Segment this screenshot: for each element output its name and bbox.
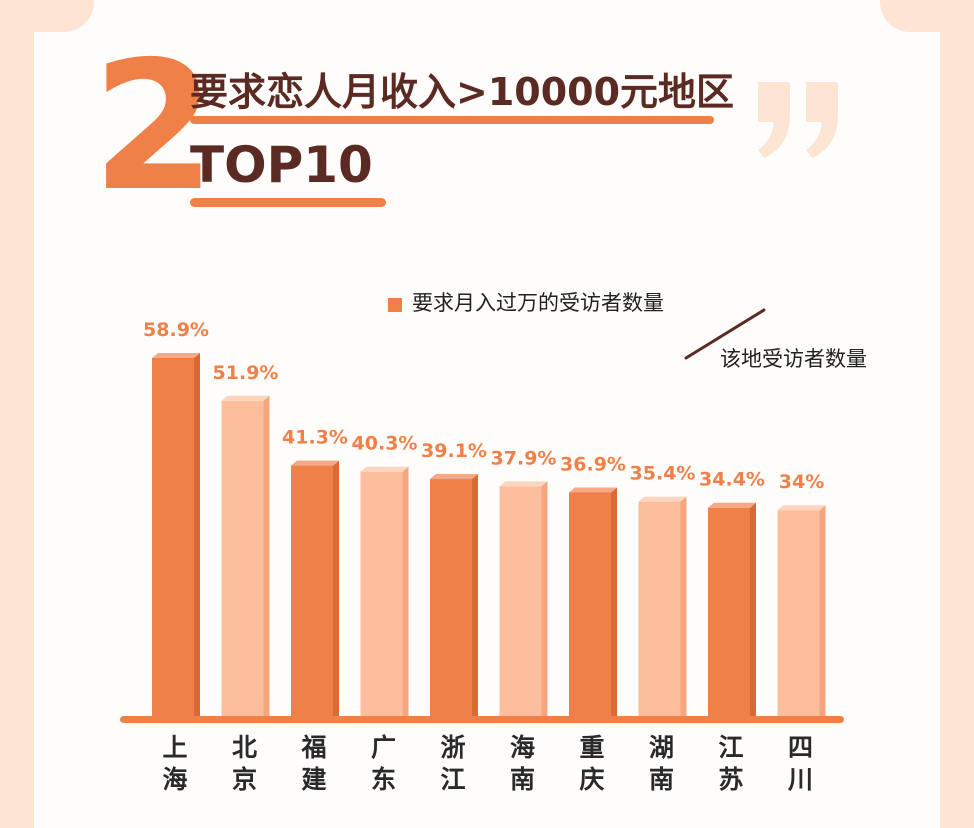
bar-side <box>194 353 200 716</box>
bar-2 <box>291 460 339 716</box>
bar-front <box>152 358 194 716</box>
chart-baseline <box>120 716 844 723</box>
bar-front <box>360 471 403 716</box>
bar-value-label: 51.9% <box>213 362 279 384</box>
category-label: 庆 <box>579 765 604 794</box>
bar-value-label: 34.4% <box>699 469 765 491</box>
category-label: 北 <box>232 733 257 762</box>
bar-cap <box>291 460 339 466</box>
bar-side <box>472 474 478 716</box>
bar-front <box>777 510 820 716</box>
bar-value-label: 37.9% <box>491 447 557 469</box>
bar-side <box>611 487 617 716</box>
bar-value-label: 58.9% <box>143 319 209 341</box>
subtitle-underline <box>190 198 386 207</box>
category-label: 四 <box>788 733 813 762</box>
title-underline <box>190 116 714 124</box>
category-label: 湖 <box>649 733 674 762</box>
bar-side <box>819 505 826 716</box>
bar-value-label: 34% <box>779 471 824 493</box>
bar-front <box>499 486 542 716</box>
bar-cap <box>777 505 826 511</box>
bar-side <box>750 502 756 716</box>
bar-8 <box>708 502 756 716</box>
bar-front <box>708 507 750 716</box>
bar-front <box>569 492 611 716</box>
category-label: 南 <box>510 765 535 794</box>
category-label: 广 <box>371 733 396 762</box>
bar-7 <box>638 496 687 716</box>
category-label: 苏 <box>718 765 743 794</box>
bar-cap <box>499 481 548 487</box>
bar-cap <box>638 496 687 502</box>
category-label: 东 <box>371 765 396 794</box>
category-label: 海 <box>162 765 187 794</box>
legend-entry-1: 要求月入过万的受访者数量 <box>412 291 664 315</box>
category-label: 重 <box>579 733 604 762</box>
bar-9 <box>777 505 826 716</box>
bar-0 <box>152 353 200 716</box>
bar-side <box>333 460 339 716</box>
bar-front <box>638 501 681 716</box>
bar-side <box>680 496 687 716</box>
category-label: 南 <box>649 765 674 794</box>
bar-cap <box>360 466 409 472</box>
bar-6 <box>569 487 617 716</box>
category-label: 建 <box>301 765 326 794</box>
bar-value-label: 40.3% <box>352 433 418 455</box>
bar-front <box>430 479 472 716</box>
bar-cap <box>430 474 478 480</box>
bar-side <box>541 481 548 716</box>
page-title: 要求恋人月收入>10000元地区 <box>190 70 735 114</box>
legend-swatch-icon <box>388 298 402 312</box>
bar-cap <box>708 502 756 508</box>
quote-mark-icon <box>758 82 838 158</box>
bar-front <box>221 400 264 716</box>
bar-side <box>263 395 270 716</box>
category-label: 海 <box>510 733 535 762</box>
bar-cap <box>221 395 270 401</box>
bar-cap <box>569 487 617 493</box>
page-subtitle: TOP10 <box>190 136 373 194</box>
category-label: 京 <box>232 765 257 794</box>
legend-entry-2: 该地受访者数量 <box>720 347 867 371</box>
section-number: 2 <box>92 23 216 230</box>
category-label: 川 <box>788 765 813 794</box>
category-label: 浙 <box>440 733 465 762</box>
bar-4 <box>430 474 478 716</box>
category-label: 江 <box>718 733 743 762</box>
bar-1 <box>221 395 270 716</box>
bar-cap <box>152 353 200 358</box>
legend-divider-slash <box>684 308 766 360</box>
bar-value-label: 35.4% <box>630 463 696 485</box>
category-label: 江 <box>440 765 465 794</box>
category-label: 上 <box>162 733 187 762</box>
bar-value-label: 39.1% <box>421 440 487 462</box>
bar-value-label: 36.9% <box>560 453 626 475</box>
bar-front <box>291 465 333 716</box>
bar-value-label: 41.3% <box>282 427 348 449</box>
bar-5 <box>499 481 548 716</box>
bar-3 <box>360 466 409 716</box>
category-label: 福 <box>300 733 326 762</box>
bar-side <box>402 466 409 716</box>
